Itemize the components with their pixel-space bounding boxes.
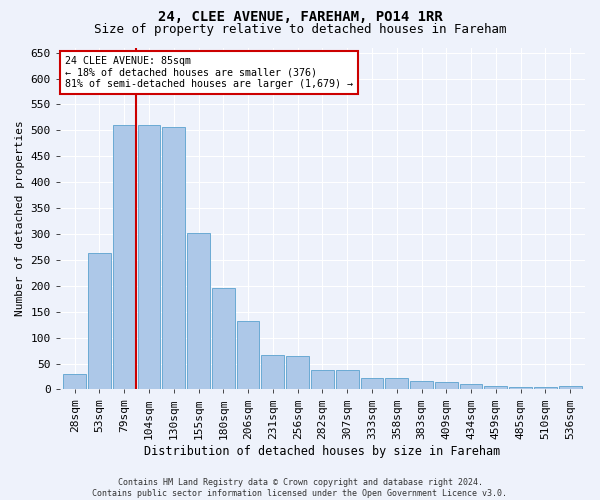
Bar	[64, 374, 86, 390]
Bar	[410, 381, 433, 390]
Bar	[262, 355, 284, 390]
Bar	[559, 386, 581, 390]
Bar	[534, 387, 557, 390]
Y-axis label: Number of detached properties: Number of detached properties	[15, 120, 25, 316]
Bar	[237, 321, 259, 390]
Bar	[361, 378, 383, 390]
Bar	[286, 356, 309, 390]
Text: Size of property relative to detached houses in Fareham: Size of property relative to detached ho…	[94, 22, 506, 36]
Bar	[163, 127, 185, 390]
Bar	[212, 288, 235, 390]
Bar	[484, 386, 507, 390]
Bar	[88, 253, 111, 390]
Bar	[137, 124, 160, 390]
X-axis label: Distribution of detached houses by size in Fareham: Distribution of detached houses by size …	[144, 444, 500, 458]
Text: 24 CLEE AVENUE: 85sqm
← 18% of detached houses are smaller (376)
81% of semi-det: 24 CLEE AVENUE: 85sqm ← 18% of detached …	[65, 56, 353, 89]
Text: 24, CLEE AVENUE, FAREHAM, PO14 1RR: 24, CLEE AVENUE, FAREHAM, PO14 1RR	[158, 10, 442, 24]
Bar	[509, 387, 532, 390]
Bar	[385, 378, 408, 390]
Bar	[435, 382, 458, 390]
Bar	[460, 384, 482, 390]
Bar	[187, 233, 210, 390]
Bar	[311, 370, 334, 390]
Text: Contains HM Land Registry data © Crown copyright and database right 2024.
Contai: Contains HM Land Registry data © Crown c…	[92, 478, 508, 498]
Bar	[113, 124, 136, 390]
Bar	[336, 370, 359, 390]
